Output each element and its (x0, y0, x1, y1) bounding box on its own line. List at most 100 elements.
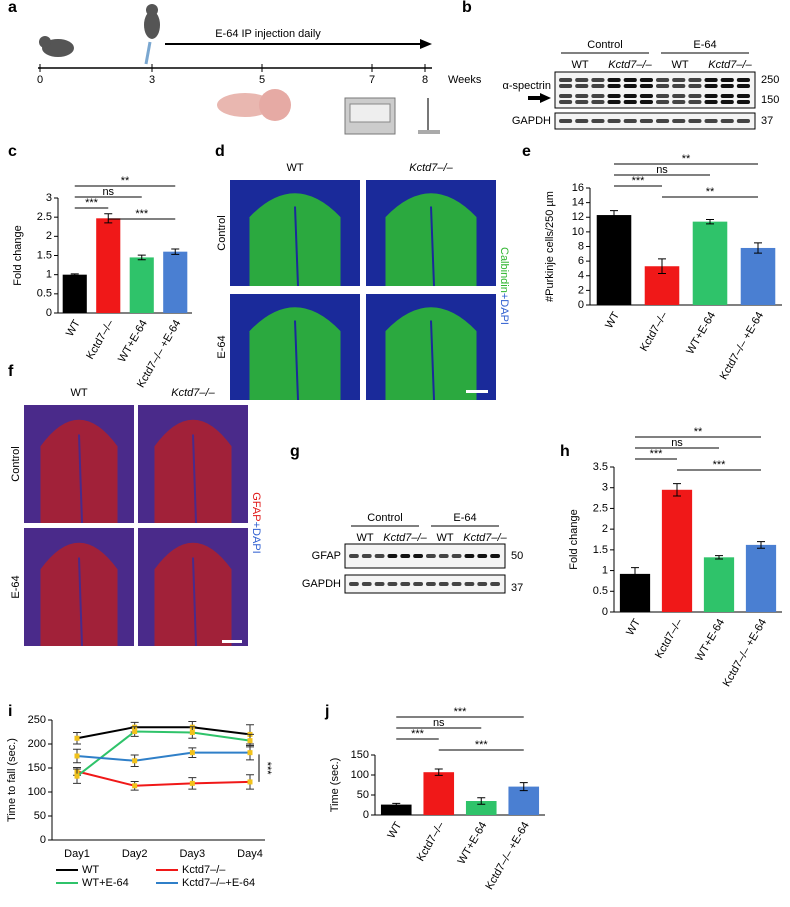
y-tick-label: 1.5 (593, 544, 608, 556)
error-bar (706, 218, 714, 225)
y-axis-label: #Purkinje cells/250 µm (544, 191, 556, 302)
error-bar (610, 210, 618, 220)
blot-lane: WT (356, 532, 373, 544)
point (132, 758, 138, 764)
y-tick-label: 0 (578, 299, 584, 311)
blot-row: GAPDH (512, 115, 551, 127)
blot-band (736, 100, 750, 104)
bar (62, 274, 87, 313)
sig-label: *** (713, 459, 727, 471)
y-tick-label: 0 (602, 606, 608, 618)
blot-frame (344, 574, 506, 594)
x-tick-label: Day2 (122, 848, 148, 860)
blot-band (623, 100, 637, 104)
bar (380, 804, 412, 815)
blot-band (438, 554, 449, 558)
sig-label: ** (121, 175, 130, 187)
blot-band (736, 84, 750, 88)
y-tick-label: 2.5 (37, 211, 52, 223)
blot-band (688, 119, 702, 123)
y-tick-label: 2 (46, 230, 52, 242)
fissure (294, 206, 299, 287)
blot-band (736, 78, 750, 82)
blot-band (607, 78, 621, 82)
sig-label: ns (433, 717, 445, 729)
blot-band (575, 78, 589, 82)
blot-band (672, 94, 686, 98)
timeline-tick-label: 3 (149, 74, 155, 86)
blot-band (575, 94, 589, 98)
blot-band (464, 554, 475, 558)
sig-label: ** (694, 426, 703, 438)
mw-marker: 37 (511, 582, 523, 594)
fissure (192, 434, 197, 524)
blot-band (720, 119, 734, 123)
fissure (430, 320, 435, 401)
blot-band (736, 119, 750, 123)
blot-lane: WT (436, 532, 453, 544)
y-tick-label: 12 (572, 211, 584, 223)
blot-band (400, 554, 411, 558)
y-tick-label: 2 (578, 284, 584, 296)
blot-band (672, 84, 686, 88)
sig-label: *** (85, 197, 99, 209)
blot-row: α-spectrin (502, 80, 551, 92)
y-tick-label: 100 (28, 786, 46, 798)
blot-band (374, 582, 385, 586)
blot-band (591, 119, 605, 123)
y-tick-label: 250 (28, 714, 46, 726)
blot-band (656, 78, 670, 82)
scale-bar (222, 640, 242, 643)
blot-lane: Kctd7–/– (608, 59, 652, 71)
blot-lane: WT (571, 59, 588, 71)
fissure (294, 320, 299, 401)
x-tick-label: WT+E-64 (693, 617, 727, 664)
point (132, 783, 138, 789)
image-row: Control (10, 446, 22, 481)
blot-band (639, 119, 653, 123)
y-tick-label: 8 (578, 240, 584, 252)
blot-band (387, 582, 398, 586)
point (74, 735, 80, 741)
blot-row: GAPDH (302, 578, 341, 590)
blot-band (413, 582, 423, 586)
point (189, 780, 195, 786)
timeline-tick-label: 5 (259, 74, 265, 86)
blot-band (656, 100, 670, 104)
x-tick-label: Day4 (237, 848, 263, 860)
stain-part: +DAPI (498, 293, 510, 325)
blot-band (591, 84, 605, 88)
y-axis-label: Fold change (12, 225, 24, 286)
y-tick-label: 3 (602, 482, 608, 494)
panel-label: d (215, 143, 225, 160)
blot-band (559, 84, 573, 88)
sig-label: ns (656, 164, 668, 176)
blot-band (720, 78, 734, 82)
arrow (528, 93, 551, 103)
y-axis-label: Time to fall (sec.) (6, 738, 18, 822)
tissue (385, 193, 477, 286)
fissure (430, 206, 435, 287)
x-tick-label: Day3 (179, 848, 205, 860)
timeline-art (38, 4, 440, 135)
sig-label: *** (411, 728, 425, 740)
blot-band (607, 94, 621, 98)
image-column: Kctd7–/– (409, 162, 453, 174)
blot-band (607, 100, 621, 104)
y-tick-label: 2.5 (593, 502, 608, 514)
bar (129, 257, 154, 313)
bar (163, 251, 188, 313)
legend-label: WT (82, 864, 99, 876)
error-bar (658, 258, 666, 275)
blot-band (559, 100, 573, 104)
x-tick-label: Kctd7–/– (84, 317, 117, 361)
bar (745, 544, 777, 612)
bar (96, 218, 121, 313)
tissue (40, 419, 118, 523)
blot-group: Control (367, 512, 402, 524)
timeline-tick-label: 7 (369, 74, 375, 86)
y-tick-label: 0 (363, 809, 369, 821)
x-tick-label: WT (603, 310, 622, 331)
panel-label: c (8, 143, 17, 160)
y-tick-label: 4 (578, 270, 584, 282)
